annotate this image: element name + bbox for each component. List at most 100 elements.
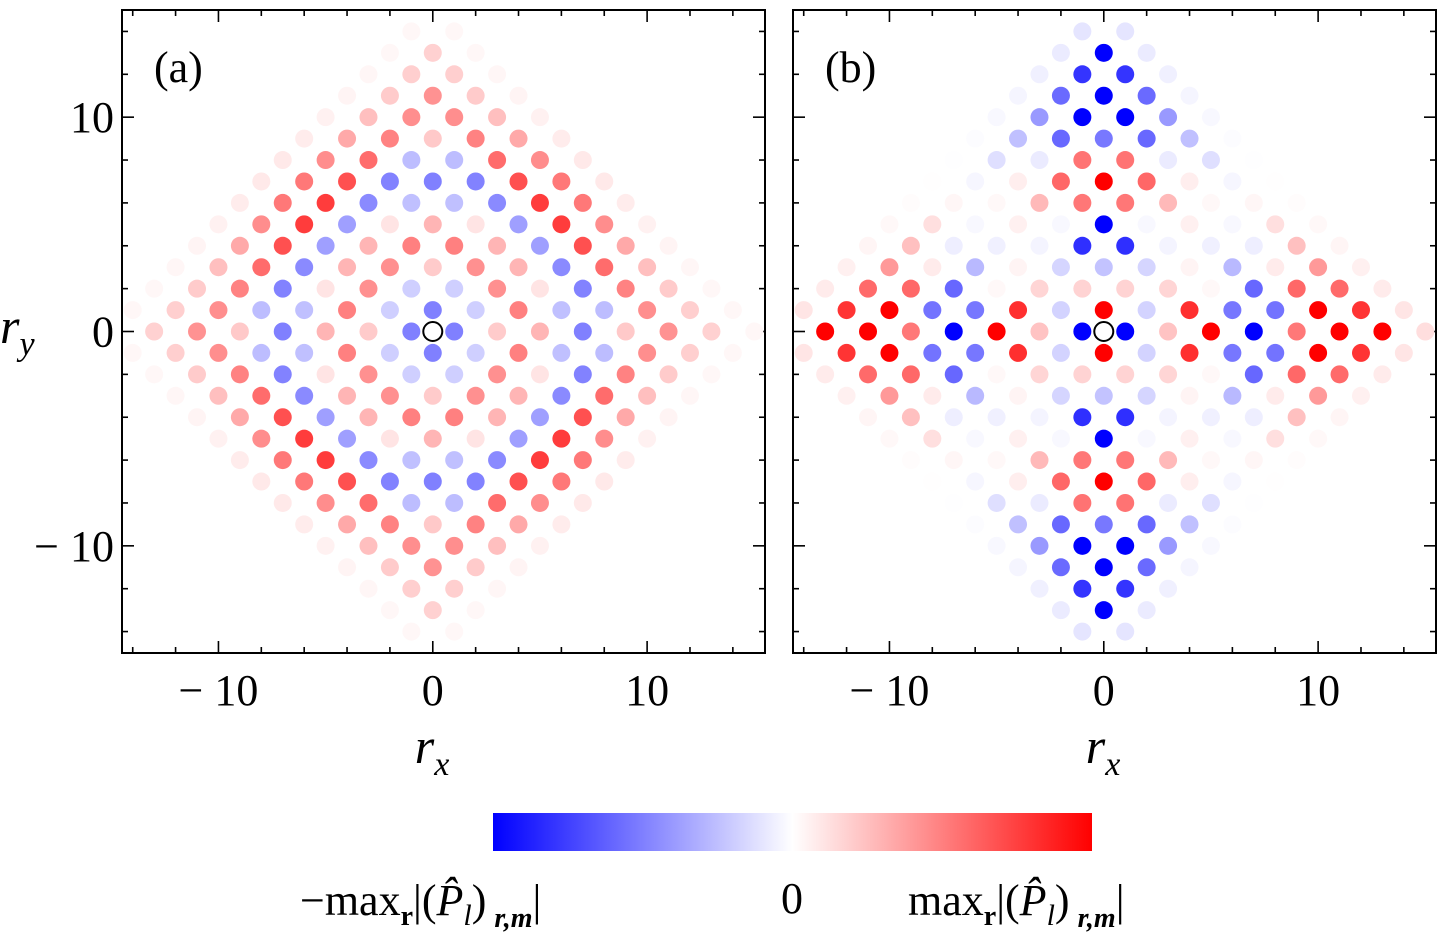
data-point: [445, 65, 464, 84]
data-point: [966, 215, 985, 234]
data-point: [966, 172, 985, 191]
data-point: [552, 343, 571, 362]
data-point: [1223, 258, 1242, 277]
data-point: [638, 301, 657, 320]
data-point: [1159, 365, 1178, 384]
data-point: [1287, 193, 1306, 212]
data-point: [1051, 472, 1070, 491]
data-point: [944, 322, 963, 341]
data-point: [488, 536, 507, 555]
data-point: [530, 451, 549, 470]
data-point: [1094, 515, 1113, 534]
data-point: [987, 408, 1006, 427]
data-point: [616, 408, 635, 427]
data-point: [1030, 493, 1049, 512]
y-axis-label-main: r: [0, 298, 20, 354]
data-point: [530, 108, 549, 127]
data-point: [1266, 472, 1285, 491]
colorbar-max-sub: r,m: [1078, 903, 1116, 934]
data-point: [209, 386, 228, 405]
data-point: [1244, 322, 1263, 341]
colorbar: −maxr|(P̂l) r,m| 0 maxr|(P̂l) r,m|: [300, 813, 1125, 934]
data-point: [1201, 365, 1220, 384]
data-point: [423, 301, 442, 320]
data-point: [552, 258, 571, 277]
data-point: [595, 386, 614, 405]
data-point: [1223, 429, 1242, 448]
data-point: [1073, 622, 1092, 641]
data-point: [595, 258, 614, 277]
data-point: [209, 301, 228, 320]
data-point: [552, 515, 571, 534]
data-point: [680, 258, 699, 277]
data-point: [380, 43, 399, 62]
data-point: [338, 129, 357, 148]
data-point: [509, 215, 528, 234]
data-point: [1051, 86, 1070, 105]
data-point: [573, 279, 592, 298]
data-point: [1116, 236, 1135, 255]
data-point: [423, 429, 442, 448]
data-point: [987, 193, 1006, 212]
data-point: [252, 301, 271, 320]
data-point: [837, 258, 856, 277]
data-point: [1287, 279, 1306, 298]
data-point: [1009, 343, 1028, 362]
y-tick-label: 0: [92, 308, 114, 357]
data-point: [1223, 129, 1242, 148]
data-point: [402, 279, 421, 298]
data-point: [1094, 429, 1113, 448]
colorbar-min-open: |(: [413, 876, 436, 925]
data-point: [359, 451, 378, 470]
data-point: [166, 386, 185, 405]
data-point: [901, 408, 920, 427]
data-point: [1116, 536, 1135, 555]
data-point: [901, 451, 920, 470]
data-point: [530, 193, 549, 212]
data-point: [1266, 258, 1285, 277]
data-point: [1330, 408, 1349, 427]
data-point: [944, 408, 963, 427]
data-point: [1416, 322, 1435, 341]
data-point: [466, 172, 485, 191]
data-point: [1051, 515, 1070, 534]
data-point: [1159, 151, 1178, 170]
data-point: [1073, 108, 1092, 127]
data-point: [1073, 279, 1092, 298]
data-point: [1394, 301, 1413, 320]
data-point: [295, 215, 314, 234]
data-point: [837, 386, 856, 405]
data-point: [316, 193, 335, 212]
data-point: [1180, 86, 1199, 105]
data-point: [1116, 279, 1135, 298]
colorbar-min-label: −maxr|(P̂l) r,m|: [300, 876, 541, 934]
colorbar-mid-label: 0: [781, 874, 803, 923]
data-point: [359, 236, 378, 255]
data-point: [1159, 236, 1178, 255]
y-axis-label-sub: y: [16, 326, 35, 363]
data-point: [1137, 301, 1156, 320]
data-point: [987, 279, 1006, 298]
colorbar-min-p: P̂: [435, 876, 463, 925]
data-point: [1051, 601, 1070, 620]
data-point: [1073, 322, 1092, 341]
data-point: [252, 172, 271, 191]
x-tick-label: − 10: [850, 666, 930, 715]
data-point: [338, 301, 357, 320]
data-point: [1116, 493, 1135, 512]
data-point: [1073, 493, 1092, 512]
data-point: [1030, 193, 1049, 212]
data-point: [1309, 258, 1328, 277]
data-point: [1073, 22, 1092, 41]
colorbar-min-sub: r,m: [494, 903, 532, 934]
data-point: [1116, 322, 1135, 341]
data-point: [1223, 172, 1242, 191]
data-point: [316, 151, 335, 170]
data-point: [509, 558, 528, 577]
data-point: [1094, 258, 1113, 277]
data-point: [1309, 343, 1328, 362]
data-point: [1009, 515, 1028, 534]
data-point: [901, 236, 920, 255]
data-point: [166, 301, 185, 320]
data-point: [1030, 108, 1049, 127]
